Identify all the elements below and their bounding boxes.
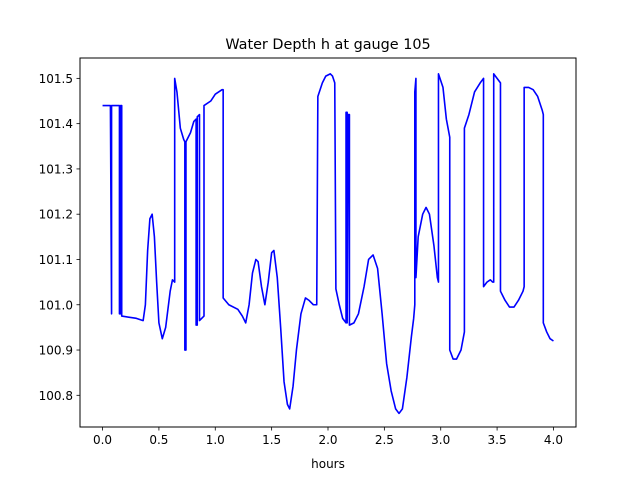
chart-title: Water Depth h at gauge 105 bbox=[225, 37, 430, 53]
y-axis-ticks: 100.8 100.9 101.0 101.1 101.2 101.3 101.4 101.5 bbox=[39, 72, 80, 403]
x-tick-label: 3.5 bbox=[488, 433, 507, 447]
x-tick-label: 1.5 bbox=[262, 433, 281, 447]
x-tick-label: 2.5 bbox=[375, 433, 394, 447]
y-tick-label: 101.0 bbox=[39, 298, 73, 312]
series-line bbox=[102, 73, 554, 415]
x-axis-label: hours bbox=[311, 457, 345, 471]
x-tick-label: 4.0 bbox=[544, 433, 563, 447]
x-tick-label: 0.5 bbox=[149, 433, 168, 447]
y-tick-label: 101.4 bbox=[39, 117, 73, 131]
y-tick-label: 101.5 bbox=[39, 72, 73, 86]
x-axis-ticks: 0.0 0.5 1.0 1.5 2.0 2.5 3.0 3.5 4.0 bbox=[93, 427, 563, 447]
x-tick-label: 1.0 bbox=[206, 433, 225, 447]
x-tick-label: 0.0 bbox=[93, 433, 112, 447]
y-tick-label: 101.2 bbox=[39, 208, 73, 222]
x-tick-label: 3.0 bbox=[431, 433, 450, 447]
y-tick-label: 101.1 bbox=[39, 253, 73, 267]
plot-frame bbox=[79, 57, 577, 428]
x-tick-label: 2.0 bbox=[318, 433, 337, 447]
y-tick-label: 100.8 bbox=[39, 389, 73, 403]
series-layer bbox=[102, 73, 554, 415]
y-tick-label: 101.3 bbox=[39, 162, 73, 176]
y-tick-label: 100.9 bbox=[39, 344, 73, 358]
